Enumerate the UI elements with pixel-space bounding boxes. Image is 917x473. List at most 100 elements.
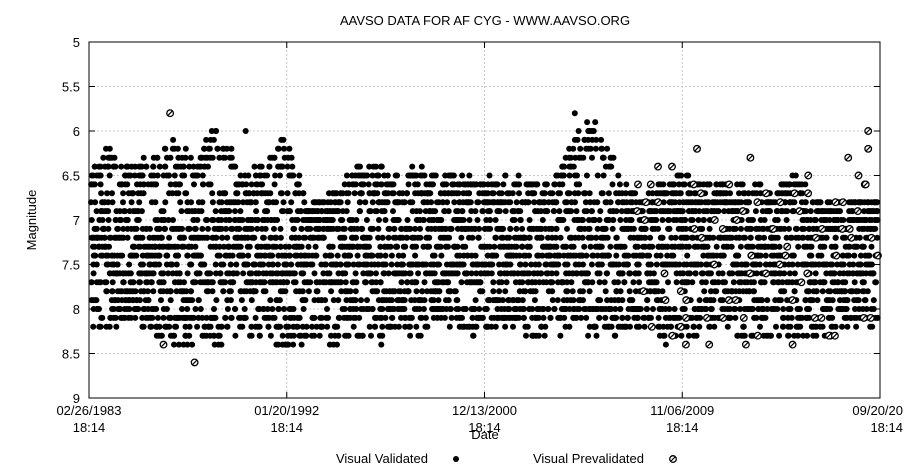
validated-point [312, 252, 319, 259]
validated-point [275, 261, 281, 268]
validated-point [459, 314, 465, 321]
validated-point [303, 323, 310, 330]
validated-point [191, 181, 197, 188]
validated-point [585, 279, 592, 286]
validated-point [335, 208, 342, 215]
validated-point [373, 288, 380, 295]
prevalidated-point [689, 180, 698, 189]
validated-point [171, 341, 177, 348]
validated-point [182, 323, 189, 330]
validated-point [254, 225, 261, 232]
validated-point [418, 314, 425, 321]
validated-point [592, 323, 599, 330]
validated-point [586, 190, 593, 197]
validated-point [260, 306, 267, 312]
validated-point [334, 323, 341, 330]
prevalidated-point [781, 251, 790, 260]
validated-point [196, 270, 203, 277]
validated-point [660, 199, 667, 206]
validated-point [459, 208, 466, 215]
validated-point [605, 190, 612, 197]
validated-point [248, 297, 255, 304]
validated-point [650, 270, 657, 277]
validated-point [842, 279, 849, 286]
validated-point [217, 270, 224, 277]
prevalidated-point [634, 180, 642, 189]
validated-point [395, 252, 402, 259]
validated-point [689, 234, 696, 241]
validated-point [835, 279, 842, 286]
validated-point [680, 270, 687, 277]
validated-point [853, 323, 860, 330]
validated-point [379, 323, 386, 330]
validated-point [356, 314, 363, 321]
validated-point [789, 261, 796, 268]
validated-point [324, 323, 331, 330]
validated-point [759, 297, 765, 304]
validated-point [458, 234, 465, 241]
validated-point [585, 270, 591, 277]
validated-point [632, 190, 639, 197]
validated-point [264, 172, 271, 179]
validated-point [612, 306, 619, 312]
validated-point [851, 279, 858, 286]
validated-point [437, 243, 444, 250]
legend-prevalidated-label: Visual Prevalidated [533, 451, 644, 466]
validated-point [776, 243, 783, 250]
validated-point [254, 190, 261, 197]
validated-point [802, 297, 809, 304]
validated-point [664, 190, 671, 197]
validated-point [335, 332, 342, 339]
validated-point [628, 217, 635, 223]
validated-point [106, 243, 112, 250]
validated-point [464, 270, 471, 277]
validated-point [174, 145, 181, 152]
validated-point [611, 332, 618, 339]
validated-point [186, 323, 193, 330]
validated-point [344, 199, 351, 206]
validated-point [184, 252, 191, 259]
validated-point [696, 208, 703, 215]
validated-point [385, 270, 392, 277]
validated-point [594, 172, 601, 179]
validated-point [218, 323, 225, 330]
validated-point [570, 243, 577, 250]
validated-point [708, 288, 714, 295]
prevalidated-point [724, 296, 733, 305]
validated-point [740, 323, 747, 330]
validated-point [184, 270, 191, 277]
validated-point [276, 297, 283, 304]
validated-point [263, 208, 270, 215]
validated-point [571, 110, 578, 117]
prevalidated-point [739, 313, 748, 322]
validated-point [269, 261, 276, 268]
validated-point [438, 217, 445, 223]
validated-point [148, 279, 155, 286]
validated-point [583, 172, 590, 179]
validated-point [120, 234, 127, 241]
validated-point [471, 306, 478, 312]
validated-point [708, 306, 714, 312]
validated-point [354, 252, 361, 259]
validated-point [526, 252, 533, 259]
validated-point [209, 190, 216, 197]
validated-point [402, 270, 409, 277]
validated-point [220, 261, 227, 268]
validated-point [265, 243, 272, 250]
validated-point [378, 163, 385, 170]
validated-point [589, 154, 595, 161]
validated-point [604, 234, 611, 241]
validated-point [342, 270, 349, 277]
validated-point [136, 199, 143, 206]
validated-point [832, 243, 839, 250]
validated-point [182, 145, 189, 152]
validated-point [619, 297, 626, 304]
validated-point [292, 279, 299, 286]
validated-point [753, 270, 760, 277]
prevalidated-point [811, 233, 820, 242]
validated-point [516, 314, 522, 321]
validated-point [686, 243, 692, 250]
validated-point [802, 199, 809, 206]
validated-point [99, 314, 106, 321]
validated-point [242, 314, 249, 321]
